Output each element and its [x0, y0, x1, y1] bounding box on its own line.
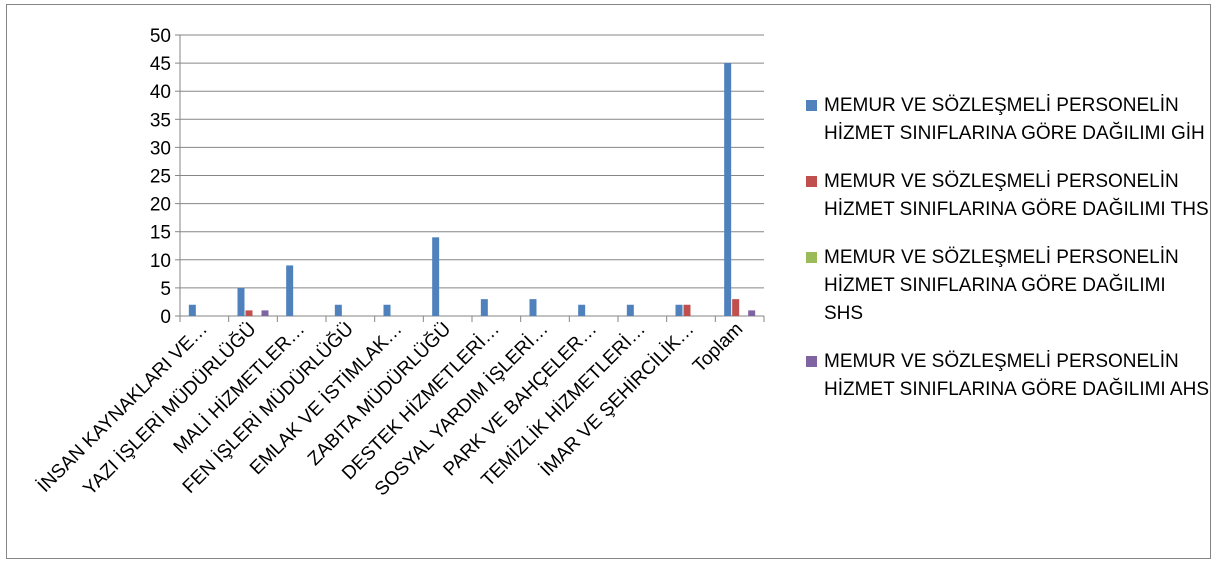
legend-item: MEMUR VE SÖZLEŞMELİ PERSONELİN HİZMET SI…: [800, 168, 1210, 224]
x-category-label: Toplam: [689, 319, 747, 377]
y-tick-label: 20: [150, 195, 171, 216]
legend-swatch: [806, 100, 817, 111]
legend-swatch: [806, 252, 817, 263]
legend-item: MEMUR VE SÖZLEŞMELİ PERSONELİN HİZMET SI…: [800, 348, 1210, 404]
bar: [286, 265, 294, 316]
bar: [724, 63, 732, 316]
legend-item: MEMUR VE SÖZLEŞMELİ PERSONELİN HİZMET SI…: [800, 244, 1210, 328]
chart-frame: [6, 4, 1211, 559]
y-tick-label: 45: [150, 54, 171, 75]
bar: [383, 304, 391, 316]
y-tick-label: 50: [150, 26, 171, 47]
bar: [578, 304, 586, 316]
bar: [261, 310, 269, 316]
legend-label: MEMUR VE SÖZLEŞMELİ PERSONELİN HİZMET SI…: [824, 247, 1179, 324]
y-tick-label: 15: [150, 223, 171, 244]
y-tick-label: 30: [150, 138, 171, 159]
y-tick-label: 5: [160, 279, 171, 300]
bar: [529, 299, 537, 316]
legend-item: MEMUR VE SÖZLEŞMELİ PERSONELİN HİZMET SI…: [800, 92, 1210, 148]
legend-swatch: [806, 176, 817, 187]
legend: MEMUR VE SÖZLEŞMELİ PERSONELİN HİZMET SI…: [800, 92, 1210, 424]
bar: [480, 299, 488, 316]
legend-label: MEMUR VE SÖZLEŞMELİ PERSONELİN HİZMET SI…: [824, 351, 1210, 400]
legend-label: MEMUR VE SÖZLEŞMELİ PERSONELİN HİZMET SI…: [824, 171, 1209, 220]
y-tick-label: 10: [150, 251, 171, 272]
bar: [626, 304, 634, 316]
y-tick-label: 40: [150, 82, 171, 103]
bar: [188, 304, 196, 316]
y-tick-label: 0: [160, 307, 171, 328]
bar: [334, 304, 342, 316]
bar: [237, 287, 245, 316]
y-tick-label: 25: [150, 167, 171, 188]
bar: [748, 310, 756, 316]
bar: [245, 310, 253, 316]
bar: [732, 299, 740, 316]
bar: [675, 304, 683, 316]
legend-swatch: [806, 356, 817, 367]
bar: [683, 304, 691, 316]
y-tick-label: 35: [150, 110, 171, 131]
bar: [432, 237, 440, 316]
legend-label: MEMUR VE SÖZLEŞMELİ PERSONELİN HİZMET SI…: [824, 95, 1205, 144]
